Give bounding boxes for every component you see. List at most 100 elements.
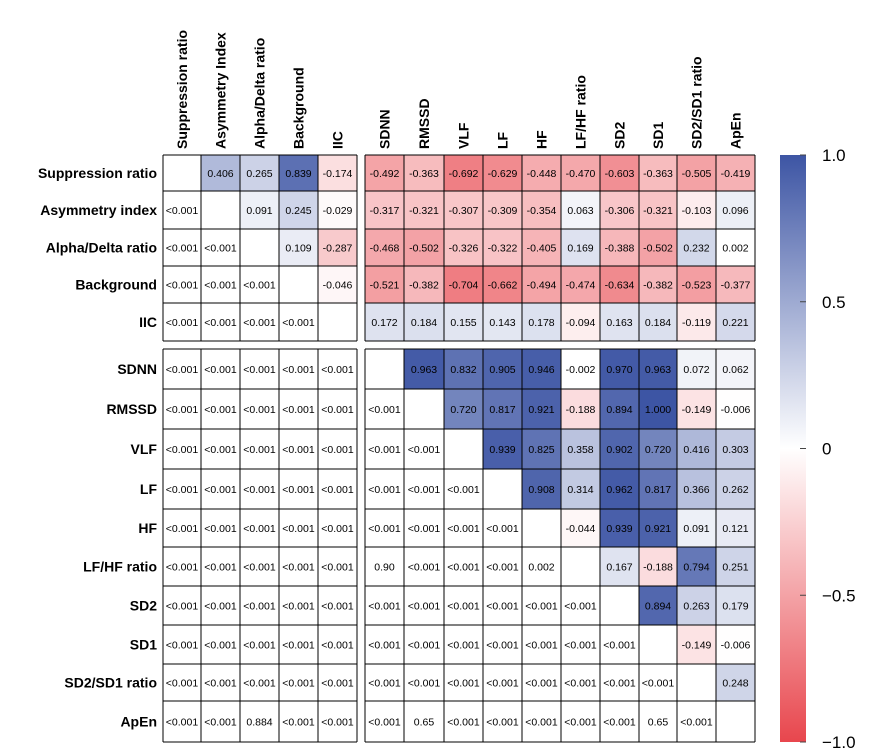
p-value: <0.001: [525, 678, 558, 690]
correlation-value: -0.046: [323, 280, 353, 292]
heatmap-cell: [201, 469, 240, 509]
heatmap-cell: [639, 266, 677, 303]
heatmap-cell: [716, 547, 755, 586]
heatmap-cell: [318, 266, 357, 303]
column-label: Alpha/Delta ratio: [252, 38, 268, 149]
heatmap-cell: [483, 547, 522, 586]
correlation-value: -0.662: [488, 280, 518, 292]
heatmap-cell: [716, 625, 755, 664]
heatmap-cell: [240, 155, 279, 191]
heatmap-cell: [279, 509, 318, 547]
p-value: <0.001: [243, 317, 276, 329]
p-value: <0.001: [321, 404, 354, 416]
heatmap-cell: [318, 547, 357, 586]
heatmap-cell: [639, 229, 677, 266]
heatmap-cell: [444, 625, 483, 664]
heatmap-cell: [522, 229, 561, 266]
p-value: <0.001: [243, 640, 276, 652]
p-value: <0.001: [447, 484, 480, 496]
heatmap-cell: [201, 229, 240, 266]
heatmap-cell: [483, 229, 522, 266]
heatmap-cell: [561, 469, 600, 509]
p-value: <0.001: [564, 678, 597, 690]
heatmap-cell: [522, 664, 561, 701]
p-value: <0.001: [204, 717, 237, 729]
column-label: Background: [291, 67, 307, 149]
heatmap-cell: [561, 303, 600, 341]
heatmap-cell: [483, 701, 522, 742]
heatmap-cell: [639, 429, 677, 469]
p-value: <0.001: [408, 678, 441, 690]
correlation-value: 0.939: [489, 444, 515, 456]
correlation-value: -0.502: [409, 243, 439, 255]
heatmap-cell: [522, 191, 561, 229]
p-value: <0.001: [204, 523, 237, 535]
heatmap-cell: [444, 155, 483, 191]
heatmap-cell: [240, 547, 279, 586]
heatmap-cell: [561, 349, 600, 389]
heatmap-cell: [318, 701, 357, 742]
p-value: <0.001: [321, 444, 354, 456]
heatmap-cell: [201, 389, 240, 429]
heatmap-cell: [444, 266, 483, 303]
correlation-value: 0.358: [567, 444, 593, 456]
correlation-value: 0.109: [285, 243, 311, 255]
heatmap-cell: [639, 349, 677, 389]
correlation-value: 0.406: [207, 168, 233, 180]
p-value: <0.001: [564, 717, 597, 729]
correlation-value: -0.692: [449, 168, 479, 180]
correlation-value: 0.921: [645, 523, 671, 535]
correlation-value: 0.163: [606, 317, 632, 329]
heatmap-cell: [716, 155, 755, 191]
p-value: <0.001: [166, 280, 199, 292]
p-value: <0.001: [642, 678, 675, 690]
heatmap-cell: [163, 586, 201, 625]
heatmap-cell: [561, 389, 600, 429]
row-label: Alpha/Delta ratio: [46, 240, 157, 256]
row-label: SD2/SD1 ratio: [64, 675, 157, 691]
heatmap-cell: [404, 547, 444, 586]
heatmap-cell: [600, 266, 639, 303]
p-value: <0.001: [368, 484, 401, 496]
p-value: <0.001: [166, 717, 199, 729]
heatmap-cell: [163, 389, 201, 429]
heatmap-cell: [716, 701, 755, 742]
p-value: <0.001: [282, 364, 315, 376]
p-value: <0.001: [243, 444, 276, 456]
colorbar-tick-label: 0.5: [822, 293, 846, 312]
heatmap-cell: [561, 586, 600, 625]
heatmap-cell: [279, 625, 318, 664]
p-value: <0.001: [447, 640, 480, 652]
p-value: <0.001: [204, 243, 237, 255]
correlation-value: -0.377: [721, 280, 751, 292]
correlation-value: -0.448: [527, 168, 557, 180]
heatmap-cell: [522, 389, 561, 429]
heatmap-cell: [365, 701, 404, 742]
heatmap-cell: [716, 389, 755, 429]
correlation-value: 0.169: [567, 243, 593, 255]
column-label: VLF: [456, 122, 472, 149]
heatmap-cell: [483, 469, 522, 509]
heatmap-cell: [404, 266, 444, 303]
heatmap-cell: [318, 303, 357, 341]
heatmap-cell: [444, 547, 483, 586]
p-value: <0.001: [447, 601, 480, 613]
correlation-value: -0.419: [721, 168, 751, 180]
heatmap-cell: [365, 349, 404, 389]
correlation-value: -0.309: [488, 205, 518, 217]
heatmap-cell: [716, 266, 755, 303]
p-value: <0.001: [204, 364, 237, 376]
heatmap-cell: [201, 664, 240, 701]
correlation-value: 0.720: [450, 404, 476, 416]
p-value: <0.001: [321, 678, 354, 690]
heatmap-cell: [279, 586, 318, 625]
correlation-value: -0.149: [682, 640, 712, 652]
p-value: <0.001: [166, 640, 199, 652]
heatmap-cell: [483, 625, 522, 664]
heatmap-cell: [365, 229, 404, 266]
heatmap-cell: [279, 229, 318, 266]
heatmap-cell: [279, 266, 318, 303]
p-value: <0.001: [408, 523, 441, 535]
heatmap-cell: [365, 469, 404, 509]
heatmap-cell: [201, 191, 240, 229]
